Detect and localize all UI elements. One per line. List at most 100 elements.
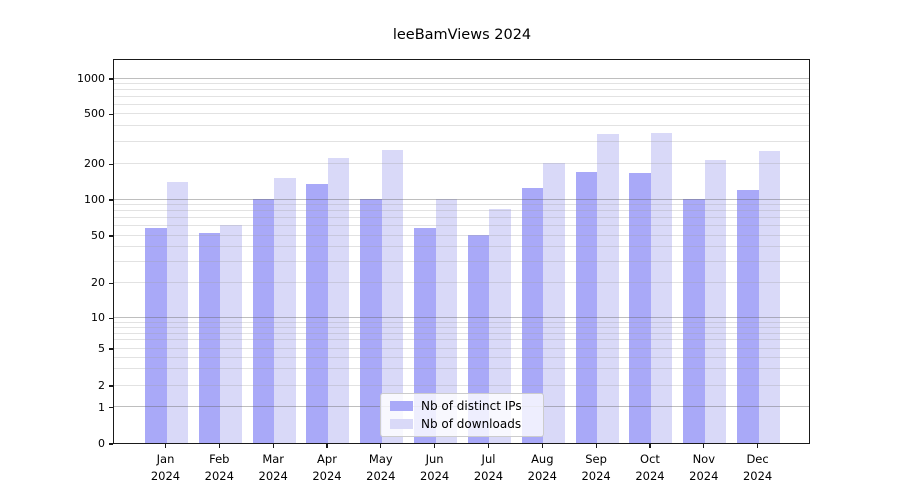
x-axis-tick bbox=[649, 444, 651, 448]
y-tick-label: 100 bbox=[84, 193, 105, 206]
y-axis-tick bbox=[109, 407, 113, 409]
bar-downloads-month-5 bbox=[381, 149, 404, 443]
x-axis-tick bbox=[757, 444, 759, 448]
bar-distinct-ips-month-4 bbox=[306, 183, 328, 443]
y-axis-tick bbox=[109, 385, 113, 387]
x-tick-label-month-6: Jun 2024 bbox=[419, 452, 450, 483]
bar-downloads-month-11 bbox=[704, 159, 727, 443]
bar-distinct-ips-month-6 bbox=[414, 228, 436, 443]
bar-downloads-month-8 bbox=[543, 163, 565, 443]
minor-gridline bbox=[114, 246, 809, 247]
minor-gridline bbox=[114, 112, 809, 114]
x-axis-tick bbox=[434, 444, 436, 448]
y-axis-tick bbox=[109, 443, 113, 445]
legend-label-distinct-ips: Nb of distinct IPs bbox=[421, 399, 522, 414]
minor-gridline bbox=[114, 95, 809, 97]
minor-gridline bbox=[114, 347, 809, 349]
minor-gridline bbox=[114, 339, 809, 341]
bar-distinct-ips-month-11 bbox=[683, 199, 705, 443]
x-axis-tick bbox=[541, 444, 543, 448]
x-tick-label-month-12: Dec 2024 bbox=[742, 452, 773, 483]
minor-gridline bbox=[114, 368, 809, 370]
bar-downloads-month-1 bbox=[166, 181, 188, 443]
bar-distinct-ips-month-5 bbox=[360, 199, 382, 443]
bar-distinct-ips-month-7 bbox=[467, 235, 490, 443]
bar-distinct-ips-month-1 bbox=[145, 228, 167, 443]
y-tick-label: 200 bbox=[84, 157, 105, 171]
minor-gridline bbox=[114, 332, 809, 334]
y-tick-label: 1 bbox=[98, 400, 105, 414]
bar-downloads-month-3 bbox=[274, 178, 296, 443]
bar-distinct-ips-month-3 bbox=[252, 199, 275, 443]
x-tick-label-month-8: Aug 2024 bbox=[527, 452, 557, 483]
minor-gridline bbox=[114, 210, 809, 212]
bar-distinct-ips-month-8 bbox=[521, 187, 544, 443]
y-tick-label: 500 bbox=[84, 107, 105, 121]
x-tick-label-month-2: Feb 2024 bbox=[204, 452, 234, 483]
legend-item-downloads: Nb of downloads bbox=[390, 417, 534, 431]
bar-distinct-ips-month-9 bbox=[575, 171, 598, 443]
y-axis-tick bbox=[109, 78, 113, 80]
x-axis-tick bbox=[703, 444, 705, 448]
y-tick-label: 5 bbox=[98, 342, 105, 355]
minor-gridline bbox=[114, 217, 809, 218]
minor-gridline bbox=[114, 326, 809, 328]
bar-downloads-month-4 bbox=[327, 158, 350, 443]
x-tick-label-month-3: Mar 2024 bbox=[258, 452, 288, 483]
bar-downloads-month-12 bbox=[758, 150, 781, 443]
y-axis-tick bbox=[109, 282, 113, 284]
minor-gridline bbox=[114, 82, 809, 84]
y-axis-tick bbox=[109, 317, 113, 319]
minor-gridline bbox=[114, 88, 809, 90]
plot-area bbox=[113, 59, 810, 444]
x-tick-label-month-4: Apr 2024 bbox=[312, 452, 342, 483]
y-tick-label: 10 bbox=[91, 311, 105, 325]
y-tick-label: 1000 bbox=[77, 72, 105, 85]
y-axis-tick bbox=[109, 199, 113, 201]
x-tick-label-month-11: Nov 2024 bbox=[689, 452, 719, 483]
minor-gridline bbox=[114, 125, 809, 126]
bar-downloads-month-2 bbox=[220, 224, 242, 443]
y-axis-tick bbox=[109, 163, 113, 165]
bar-distinct-ips-month-12 bbox=[737, 189, 759, 443]
chart-title: leeBamViews 2024 bbox=[392, 27, 532, 43]
minor-gridline bbox=[114, 162, 809, 164]
bar-distinct-ips-month-10 bbox=[629, 172, 651, 443]
major-gridline bbox=[114, 77, 809, 79]
minor-gridline bbox=[114, 260, 809, 262]
minor-gridline bbox=[114, 321, 809, 323]
x-axis-tick bbox=[487, 444, 490, 448]
y-tick-label: 20 bbox=[91, 276, 105, 290]
y-axis-tick bbox=[109, 235, 113, 237]
minor-gridline bbox=[114, 281, 809, 283]
x-tick-label-month-1: Jan 2024 bbox=[150, 452, 181, 483]
y-tick-label: 50 bbox=[91, 229, 105, 242]
minor-gridline bbox=[114, 225, 809, 226]
x-tick-label-month-9: Sep 2024 bbox=[581, 452, 611, 483]
y-axis-tick bbox=[109, 348, 113, 350]
y-tick-label: 2 bbox=[98, 379, 105, 392]
legend-swatch-distinct-ips-icon bbox=[390, 401, 413, 412]
minor-gridline bbox=[114, 140, 809, 142]
bar-downloads-month-7 bbox=[489, 208, 511, 443]
x-axis-tick bbox=[380, 444, 382, 448]
legend-swatch-downloads-icon bbox=[390, 418, 413, 429]
major-gridline bbox=[114, 198, 809, 200]
minor-gridline bbox=[114, 204, 809, 205]
minor-gridline bbox=[114, 234, 809, 236]
minor-gridline bbox=[114, 356, 809, 358]
x-axis-tick bbox=[272, 444, 274, 448]
x-axis-tick bbox=[218, 444, 220, 448]
minor-gridline bbox=[114, 103, 809, 105]
bar-downloads-month-10 bbox=[650, 132, 673, 443]
legend-item-distinct-ips: Nb of distinct IPs bbox=[390, 399, 534, 413]
bar-downloads-month-9 bbox=[597, 134, 619, 443]
minor-gridline bbox=[114, 384, 809, 386]
major-gridline bbox=[114, 316, 809, 318]
legend-label-downloads: Nb of downloads bbox=[421, 416, 522, 431]
x-tick-label-month-7: Jul 2024 bbox=[473, 452, 504, 483]
legend: Nb of distinct IPs Nb of downloads bbox=[380, 393, 544, 437]
y-tick-label: 0 bbox=[98, 437, 105, 450]
bar-distinct-ips-month-2 bbox=[198, 233, 221, 443]
